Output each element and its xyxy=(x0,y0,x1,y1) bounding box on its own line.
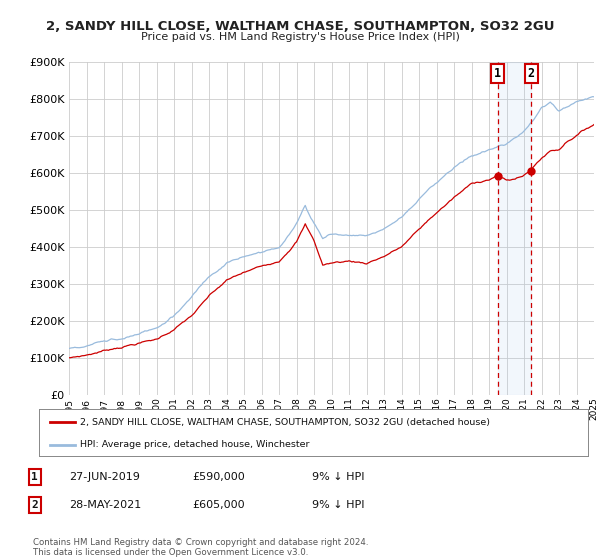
Text: 2, SANDY HILL CLOSE, WALTHAM CHASE, SOUTHAMPTON, SO32 2GU (detached house): 2, SANDY HILL CLOSE, WALTHAM CHASE, SOUT… xyxy=(80,418,490,427)
Bar xyxy=(497,62,531,395)
Text: 2: 2 xyxy=(527,67,535,80)
Text: 27-JUN-2019: 27-JUN-2019 xyxy=(69,472,140,482)
Text: 9% ↓ HPI: 9% ↓ HPI xyxy=(312,472,365,482)
Text: £590,000: £590,000 xyxy=(192,472,245,482)
Text: 9% ↓ HPI: 9% ↓ HPI xyxy=(312,500,365,510)
Text: 2, SANDY HILL CLOSE, WALTHAM CHASE, SOUTHAMPTON, SO32 2GU: 2, SANDY HILL CLOSE, WALTHAM CHASE, SOUT… xyxy=(46,20,554,32)
Text: HPI: Average price, detached house, Winchester: HPI: Average price, detached house, Winc… xyxy=(80,440,310,449)
Text: 1: 1 xyxy=(31,472,38,482)
Text: 1: 1 xyxy=(494,67,501,80)
Text: Price paid vs. HM Land Registry's House Price Index (HPI): Price paid vs. HM Land Registry's House … xyxy=(140,32,460,43)
Text: 2: 2 xyxy=(31,500,38,510)
Text: £605,000: £605,000 xyxy=(192,500,245,510)
Text: 28-MAY-2021: 28-MAY-2021 xyxy=(69,500,141,510)
Text: Contains HM Land Registry data © Crown copyright and database right 2024.
This d: Contains HM Land Registry data © Crown c… xyxy=(33,538,368,557)
